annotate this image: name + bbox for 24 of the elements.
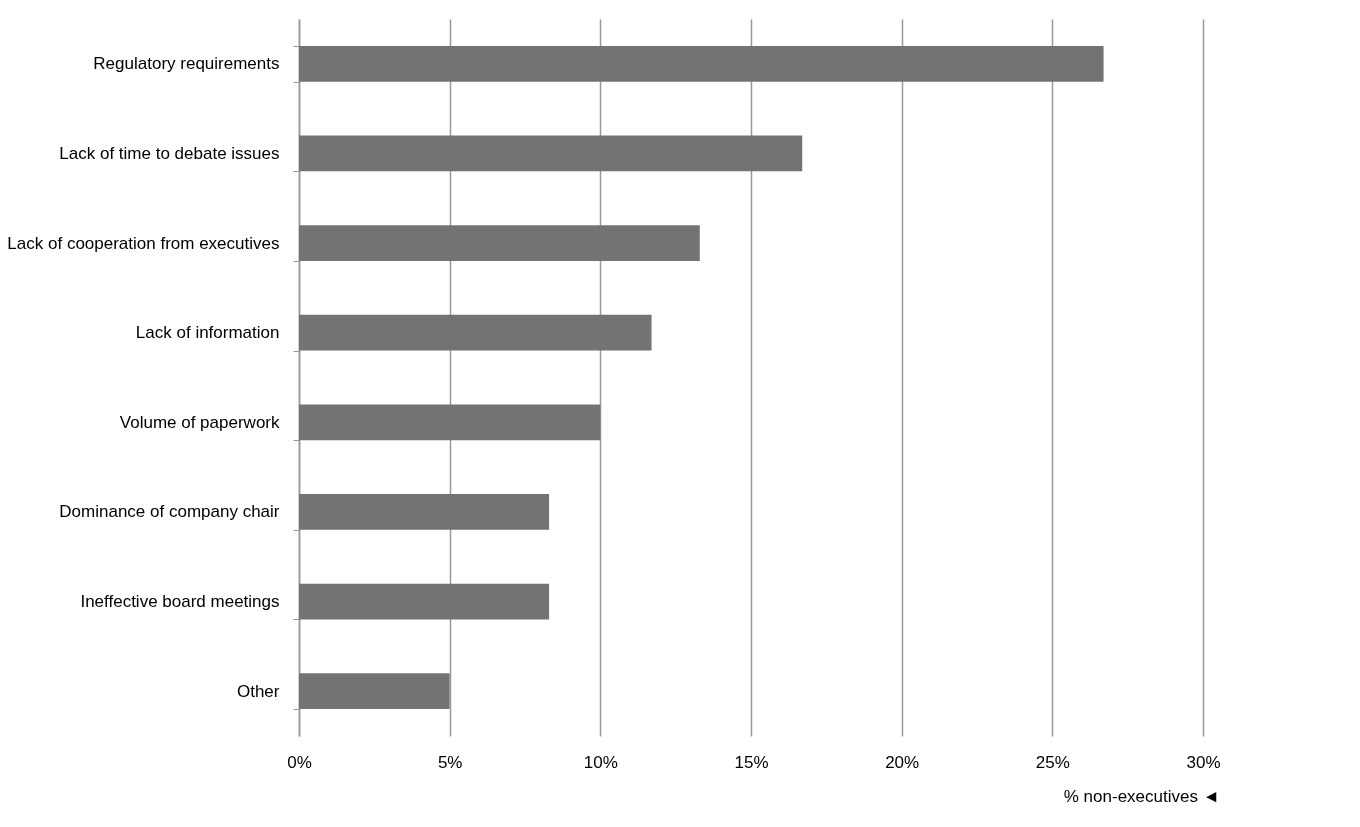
y-tick-label: Volume of paperwork <box>119 412 280 432</box>
x-tick-label: 25% <box>1035 752 1070 772</box>
bar <box>299 673 450 710</box>
x-tick-label: 15% <box>734 752 769 772</box>
x-tick-label: 20% <box>885 752 920 772</box>
bar <box>299 45 1104 82</box>
bar <box>299 583 550 620</box>
x-tick-label: 30% <box>1186 752 1221 772</box>
y-tick-label: Lack of time to debate issues <box>59 143 280 163</box>
y-tick-label: Lack of cooperation from executives <box>7 233 280 253</box>
y-tick-label: Regulatory requirements <box>93 54 280 74</box>
bar <box>299 135 803 172</box>
y-tick-label: Other <box>236 681 280 701</box>
y-tick-label: Dominance of company chair <box>59 502 280 522</box>
bar <box>299 225 700 261</box>
bar <box>299 494 550 530</box>
y-tick-label: Ineffective board meetings <box>80 592 280 612</box>
x-tick-label: 5% <box>437 752 463 772</box>
x-tick-label: 0% <box>287 752 312 772</box>
y-tick-label: Lack of information <box>135 323 280 343</box>
x-axis-title: % non-executives ◄ <box>1063 786 1220 806</box>
bar <box>299 314 652 351</box>
x-tick-label: 10% <box>583 752 618 772</box>
bar <box>299 404 601 441</box>
